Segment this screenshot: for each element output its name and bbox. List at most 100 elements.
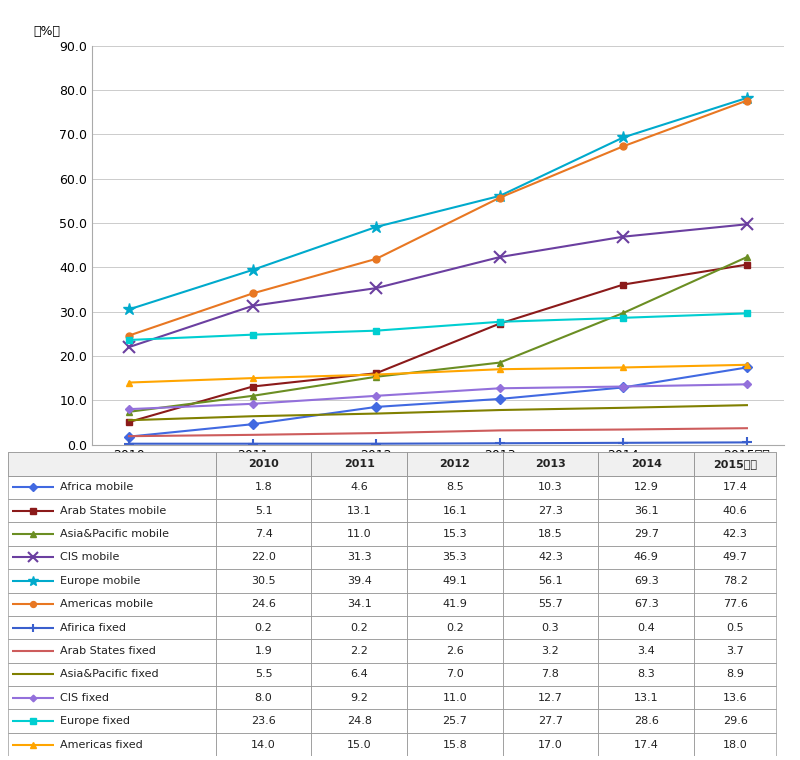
Text: Arab States mobile: Arab States mobile: [60, 505, 166, 516]
Text: 77.6: 77.6: [722, 599, 747, 610]
Bar: [216, 476, 311, 499]
Text: 29.6: 29.6: [722, 716, 747, 726]
Text: 40.6: 40.6: [722, 505, 747, 516]
Bar: [311, 476, 407, 499]
Bar: [311, 593, 407, 616]
Text: 2012: 2012: [439, 459, 470, 469]
Bar: [311, 499, 407, 522]
Text: 7.8: 7.8: [542, 670, 559, 679]
Text: 9.2: 9.2: [350, 692, 368, 703]
Text: Arab States fixed: Arab States fixed: [60, 646, 156, 656]
Text: 0.2: 0.2: [254, 622, 273, 632]
Text: 15.3: 15.3: [442, 529, 467, 539]
Bar: [502, 546, 598, 569]
Bar: [502, 499, 598, 522]
Bar: [216, 639, 311, 663]
Text: 49.7: 49.7: [722, 553, 748, 562]
Bar: [502, 616, 598, 639]
Bar: [311, 686, 407, 709]
Bar: [502, 522, 598, 546]
Text: 34.1: 34.1: [347, 599, 372, 610]
Text: 8.3: 8.3: [638, 670, 655, 679]
Bar: [598, 452, 694, 476]
Bar: [598, 616, 694, 639]
Bar: [311, 616, 407, 639]
Text: 2014: 2014: [630, 459, 662, 469]
Text: 10.3: 10.3: [538, 483, 563, 492]
Bar: [8, 452, 216, 476]
Bar: [8, 686, 216, 709]
Bar: [8, 522, 216, 546]
Bar: [694, 569, 776, 593]
Text: 0.4: 0.4: [638, 622, 655, 632]
Bar: [216, 686, 311, 709]
Bar: [694, 616, 776, 639]
Bar: [311, 663, 407, 686]
Text: 2.6: 2.6: [446, 646, 464, 656]
Bar: [694, 639, 776, 663]
Bar: [216, 546, 311, 569]
Text: Americas mobile: Americas mobile: [60, 599, 153, 610]
Bar: [8, 639, 216, 663]
Text: 56.1: 56.1: [538, 576, 563, 586]
Bar: [311, 709, 407, 733]
Text: 2015推定: 2015推定: [713, 459, 757, 469]
Bar: [407, 709, 502, 733]
Bar: [502, 569, 598, 593]
Text: Africa mobile: Africa mobile: [60, 483, 133, 492]
Text: 1.8: 1.8: [254, 483, 273, 492]
Text: 42.3: 42.3: [538, 553, 563, 562]
Text: 2010: 2010: [248, 459, 279, 469]
Text: 35.3: 35.3: [442, 553, 467, 562]
Bar: [502, 452, 598, 476]
Text: Asia&Pacific mobile: Asia&Pacific mobile: [60, 529, 169, 539]
Text: 12.7: 12.7: [538, 692, 563, 703]
Bar: [8, 546, 216, 569]
Text: 5.1: 5.1: [254, 505, 272, 516]
Text: Afirica fixed: Afirica fixed: [60, 622, 126, 632]
Text: 25.7: 25.7: [442, 716, 467, 726]
Bar: [311, 452, 407, 476]
Bar: [694, 733, 776, 756]
Bar: [502, 593, 598, 616]
Bar: [311, 639, 407, 663]
Bar: [8, 616, 216, 639]
Bar: [8, 733, 216, 756]
Text: 49.1: 49.1: [442, 576, 467, 586]
Text: （%）: （%）: [33, 24, 60, 37]
Bar: [694, 452, 776, 476]
Bar: [502, 686, 598, 709]
Text: 17.0: 17.0: [538, 739, 563, 749]
Text: 17.4: 17.4: [634, 739, 658, 749]
Bar: [407, 546, 502, 569]
Text: 42.3: 42.3: [722, 529, 747, 539]
Bar: [502, 452, 598, 476]
Text: 0.3: 0.3: [542, 622, 559, 632]
Text: 27.7: 27.7: [538, 716, 563, 726]
Bar: [502, 476, 598, 499]
Text: 12.9: 12.9: [634, 483, 658, 492]
Text: 29.7: 29.7: [634, 529, 658, 539]
Text: 36.1: 36.1: [634, 505, 658, 516]
Bar: [8, 709, 216, 733]
Text: 55.7: 55.7: [538, 599, 563, 610]
Text: 69.3: 69.3: [634, 576, 658, 586]
Bar: [311, 733, 407, 756]
Text: 11.0: 11.0: [442, 692, 467, 703]
Text: 46.9: 46.9: [634, 553, 658, 562]
Text: 0.2: 0.2: [350, 622, 368, 632]
Text: 67.3: 67.3: [634, 599, 658, 610]
Text: 24.6: 24.6: [251, 599, 276, 610]
Bar: [598, 452, 694, 476]
Text: 3.7: 3.7: [726, 646, 744, 656]
Bar: [694, 476, 776, 499]
Text: 1.9: 1.9: [254, 646, 273, 656]
Bar: [598, 499, 694, 522]
Bar: [407, 522, 502, 546]
Text: 3.4: 3.4: [638, 646, 655, 656]
Bar: [407, 499, 502, 522]
Text: 31.3: 31.3: [347, 553, 371, 562]
Text: 13.1: 13.1: [347, 505, 371, 516]
Bar: [8, 452, 216, 476]
Text: 17.4: 17.4: [722, 483, 747, 492]
